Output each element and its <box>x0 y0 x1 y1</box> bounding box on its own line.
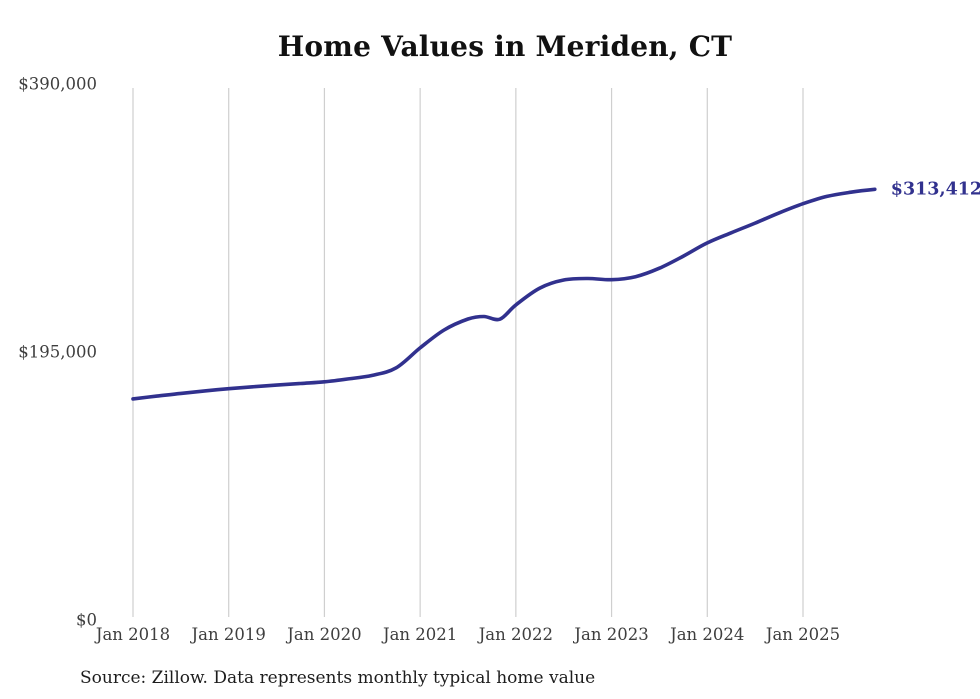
x-axis-tick-label: Jan 2021 <box>381 625 457 644</box>
y-axis-tick-label: $195,000 <box>18 343 97 362</box>
x-axis-tick-label: Jan 2024 <box>668 625 744 644</box>
x-axis-tick-label: Jan 2022 <box>477 625 553 644</box>
value-line <box>131 187 877 401</box>
source-note: Source: Zillow. Data represents monthly … <box>80 668 596 688</box>
x-axis-tick-label: Jan 2018 <box>94 625 170 644</box>
x-axis-tick-label: Jan 2019 <box>190 625 266 644</box>
x-axis-tick-label: Jan 2020 <box>285 625 361 644</box>
x-axis-tick-label: Jan 2025 <box>764 625 840 644</box>
last-value-label: $313,412 <box>891 179 980 199</box>
chart-title: Home Values in Meriden, CT <box>277 30 733 63</box>
y-axis-tick-label: $390,000 <box>18 75 97 94</box>
x-axis-tick-label: Jan 2023 <box>572 625 648 644</box>
y-axis-tick-label: $0 <box>76 611 97 630</box>
